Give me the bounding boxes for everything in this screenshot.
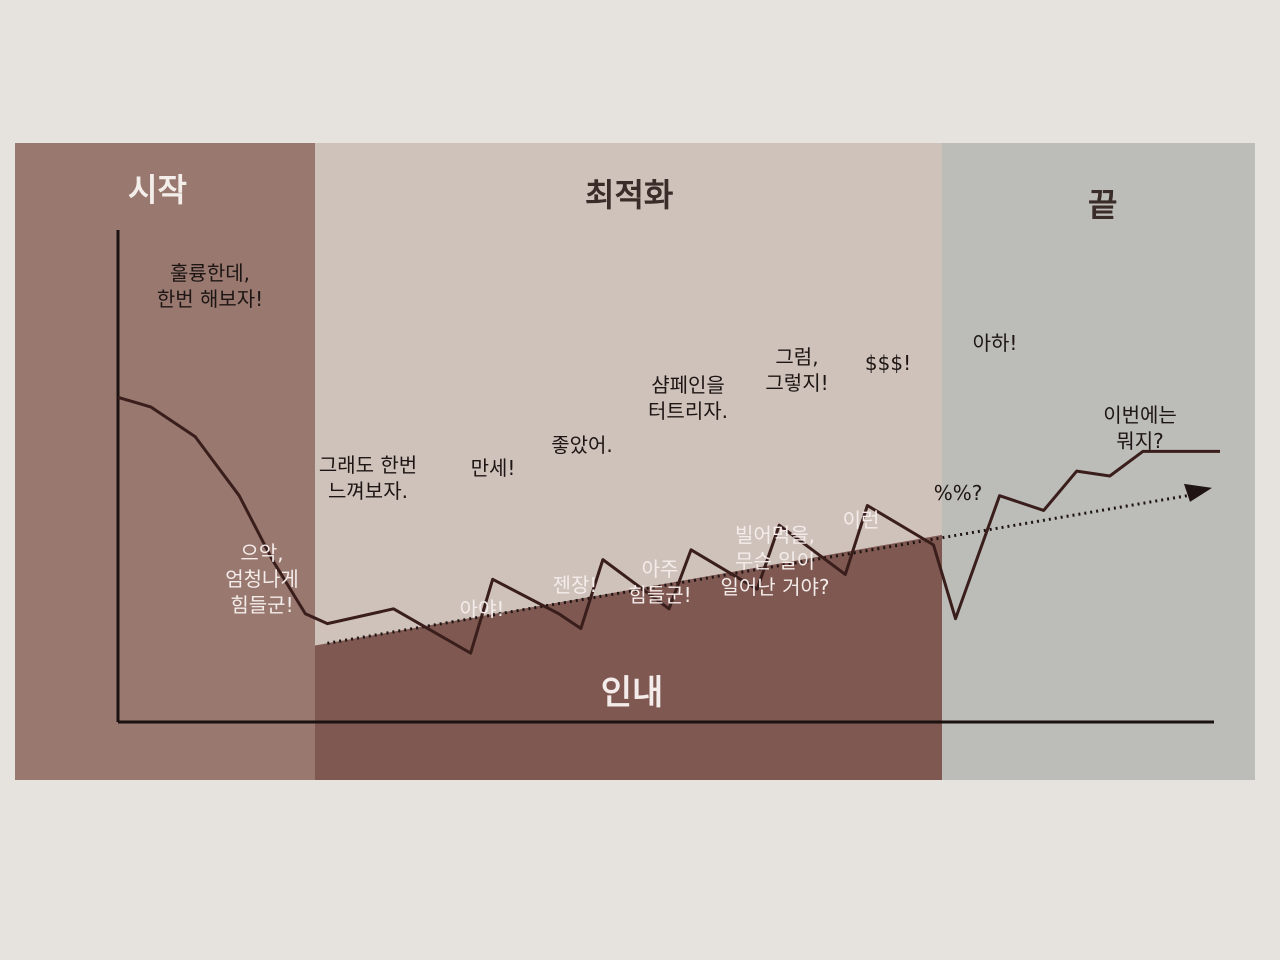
- label-ouch: 아야!: [460, 596, 505, 622]
- label-aha: 아하!: [973, 330, 1018, 356]
- patience-label: 인내: [600, 673, 664, 713]
- label-very-hard: 아주 힘들군!: [628, 556, 691, 608]
- label-hurray: 만세!: [471, 455, 516, 481]
- zone-title-optimize: 최적화: [585, 176, 674, 214]
- progress-curve: [117, 395, 1220, 655]
- label-line: 만세!: [470, 456, 516, 480]
- label-line: 일어난 거야?: [720, 575, 830, 599]
- trend-arrow: [327, 483, 1212, 645]
- label-line: 훌륭한데,: [170, 261, 250, 285]
- label-line: 빌어먹을,: [735, 523, 815, 547]
- trend-dotted-line: [327, 493, 1193, 645]
- label-line: 힘들군!: [230, 593, 294, 617]
- label-line: 그렇지!: [765, 371, 829, 395]
- label-great-try: 훌륭한데, 한번 해보자!: [157, 260, 263, 312]
- label-line: 뭐지?: [1116, 429, 1164, 453]
- zone-title-end: 끝: [1088, 186, 1118, 224]
- label-line: 무슨 일이: [735, 549, 815, 573]
- arrow-head-icon: [1184, 483, 1212, 502]
- label-ugh-hard: 으악, 엄청나게 힘들군!: [225, 540, 299, 618]
- label-line: 으악,: [240, 541, 284, 565]
- label-line: 아야!: [459, 597, 505, 621]
- label-line: 그럼,: [775, 345, 819, 369]
- label-line: 이번에는: [1103, 403, 1177, 427]
- label-line: 아하!: [972, 331, 1018, 355]
- label-line: %%?: [933, 481, 983, 505]
- label-line: 느껴보자.: [328, 479, 408, 503]
- label-this: 이런: [843, 507, 880, 533]
- axes: [116, 230, 1214, 724]
- label-line: 아주: [641, 557, 679, 581]
- zone-title-start: 시작: [128, 171, 187, 209]
- label-money: $$$!: [865, 350, 911, 376]
- label-champagne: 샴페인을 터트리자.: [648, 372, 728, 424]
- label-line: $$$!: [864, 351, 912, 375]
- label-line: 이런: [842, 508, 880, 532]
- label-line: 터트리자.: [648, 399, 728, 423]
- label-dang-it: 빌어먹을, 무슨 일이 일어난 거야?: [721, 522, 830, 600]
- label-line: 젠장!: [552, 573, 598, 597]
- label-whats-next: 이번에는 뭐지?: [1103, 402, 1177, 454]
- label-feel-it: 그래도 한번 느껴보자.: [319, 452, 417, 504]
- label-of-course: 그럼, 그렇지!: [765, 344, 828, 396]
- label-damn: 젠장!: [553, 572, 598, 598]
- label-line: 한번 해보자!: [156, 287, 264, 311]
- patience-area: [315, 534, 942, 780]
- label-line: 엄청나게: [225, 567, 299, 591]
- label-good: 좋았어.: [551, 432, 613, 458]
- patience-area-fill: [315, 534, 942, 780]
- progress-curve-path: [117, 395, 1220, 655]
- start-zone: [15, 143, 315, 780]
- end-zone: [942, 143, 1255, 780]
- label-line: 그래도 한번: [318, 453, 418, 477]
- label-line: 좋았어.: [551, 433, 613, 457]
- label-line: 힘들군!: [628, 583, 692, 607]
- label-what: %%?: [934, 480, 983, 506]
- label-line: 샴페인을: [651, 373, 725, 397]
